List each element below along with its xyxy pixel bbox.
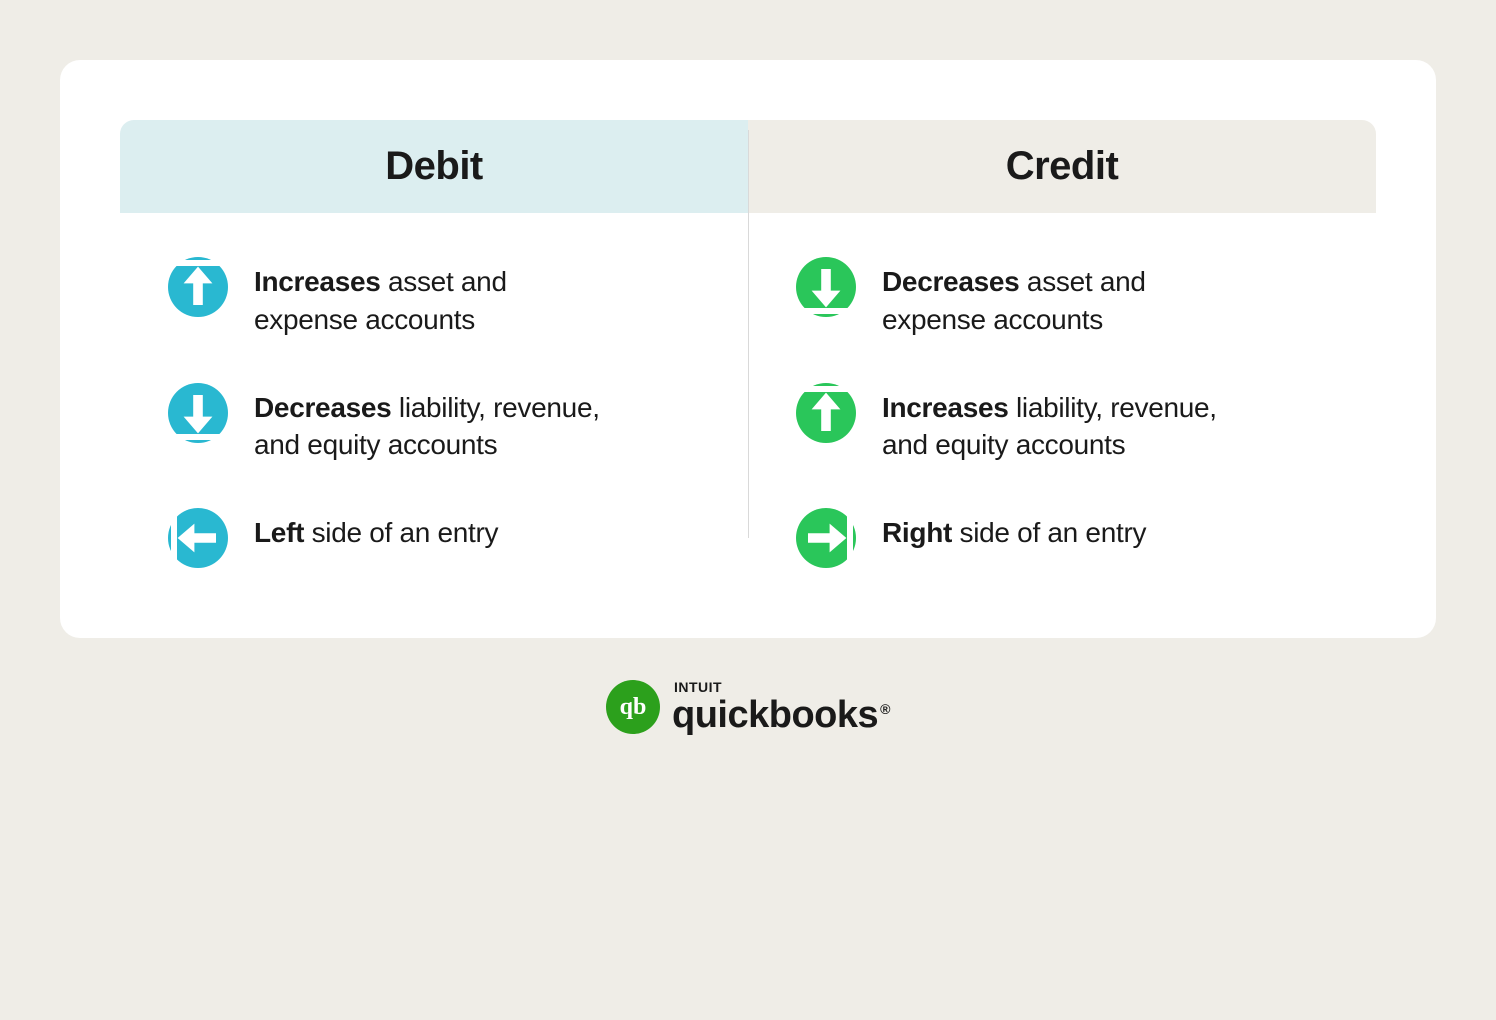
quickbooks-wordmark: INTUIT quickbooks® [672,680,890,734]
credit-item: Decreases asset and expense accounts [796,257,1356,339]
item-bold: Left [254,517,304,548]
debit-column: Debit Increases asset and expense accoun… [120,120,748,568]
item-rest: side of an entry [952,517,1146,548]
credit-header: Credit [748,120,1376,213]
item-bold: Decreases [882,266,1019,297]
arrow-right-icon [796,508,856,568]
arrow-left-icon [168,508,228,568]
arrow-down-icon [168,383,228,443]
item-text: Right side of an entry [882,508,1146,552]
comparison-card: Debit Increases asset and expense accoun… [60,60,1436,638]
item-text: Increases liability, revenue, and equity… [882,383,1242,465]
item-rest: side of an entry [304,517,498,548]
debit-item: Left side of an entry [168,508,728,568]
page: Debit Increases asset and expense accoun… [0,0,1496,1020]
column-divider [748,130,749,538]
debit-item: Increases asset and expense accounts [168,257,728,339]
quickbooks-logo: qb INTUIT quickbooks® [606,680,890,734]
item-text: Left side of an entry [254,508,498,552]
item-bold: Right [882,517,952,548]
logo-line1: INTUIT [674,680,890,694]
item-text: Decreases liability, revenue, and equity… [254,383,614,465]
credit-item: Right side of an entry [796,508,1356,568]
logo-line2: quickbooks® [672,696,890,734]
item-bold: Decreases [254,392,391,423]
debit-items: Increases asset and expense accounts Decr… [120,213,748,568]
item-bold: Increases [882,392,1009,423]
arrow-up-icon [168,257,228,317]
arrow-up-icon [796,383,856,443]
debit-header: Debit [120,120,748,213]
item-bold: Increases [254,266,381,297]
credit-items: Decreases asset and expense accounts Incr… [748,213,1376,568]
arrow-down-icon [796,257,856,317]
item-text: Increases asset and expense accounts [254,257,614,339]
comparison-table: Debit Increases asset and expense accoun… [120,120,1376,568]
debit-item: Decreases liability, revenue, and equity… [168,383,728,465]
credit-column: Credit Decreases asset and expense accou… [748,120,1376,568]
quickbooks-mark-icon: qb [606,680,660,734]
credit-item: Increases liability, revenue, and equity… [796,383,1356,465]
item-text: Decreases asset and expense accounts [882,257,1242,339]
